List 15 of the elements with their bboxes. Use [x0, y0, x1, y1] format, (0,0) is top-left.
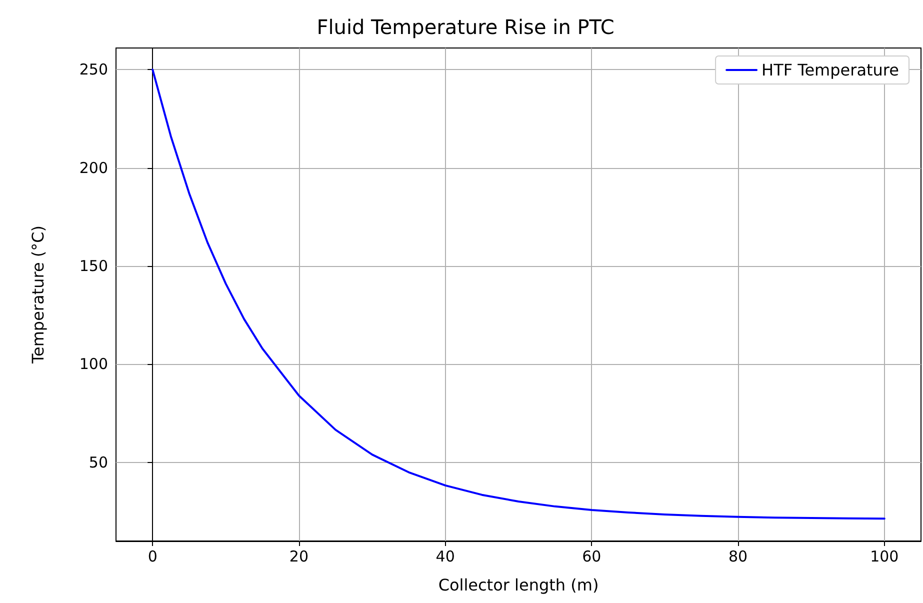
x-tick-label: 100 — [870, 548, 899, 566]
legend-label: HTF Temperature — [762, 60, 900, 80]
x-tick-label: 60 — [582, 548, 602, 566]
x-tick-label: 40 — [436, 548, 455, 566]
y-tick-label: 50 — [88, 453, 108, 472]
chart-title: Fluid Temperature Rise in PTC — [316, 15, 614, 39]
y-tick-label: 200 — [79, 158, 108, 177]
y-axis-title: Temperature (°C) — [28, 225, 48, 365]
x-tick-label: 80 — [728, 548, 748, 566]
y-tick-label: 100 — [79, 355, 108, 374]
y-tick-label: 250 — [79, 60, 108, 79]
y-tick-label: 150 — [79, 257, 108, 276]
x-tick-label: 0 — [148, 548, 158, 566]
x-axis-title: Collector length (m) — [438, 576, 599, 594]
x-tick-label: 20 — [289, 548, 308, 566]
